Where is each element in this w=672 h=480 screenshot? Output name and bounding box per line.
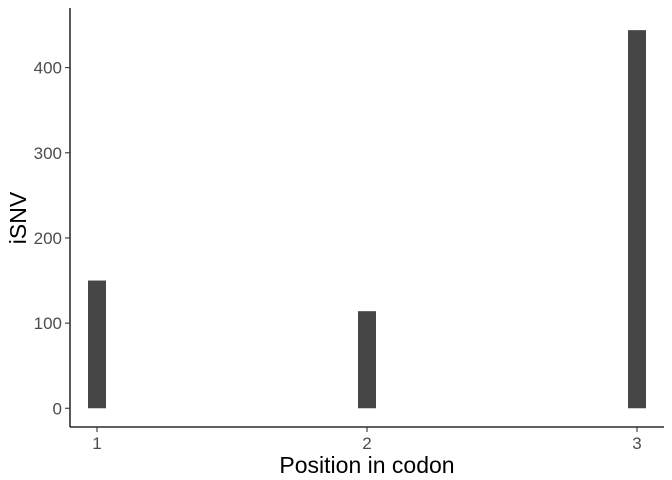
y-tick-label: 200 [34,229,62,248]
x-axis-title: Position in codon [279,452,454,478]
y-axis: 0 100 200 300 400 [34,8,71,427]
bar-3 [628,30,646,409]
bar-1 [88,280,106,409]
x-tick-label: 1 [92,434,101,453]
x-tick-label: 3 [632,434,641,453]
y-tick-label: 0 [53,399,62,418]
y-axis-title: iSNV [5,191,31,244]
x-axis: 1 2 3 [70,426,664,453]
bars-group [88,30,646,409]
x-tick-label: 2 [362,434,371,453]
y-ticks: 0 100 200 300 400 [34,59,70,418]
y-tick-label: 300 [34,144,62,163]
y-tick-label: 100 [34,314,62,333]
x-ticks: 1 2 3 [92,427,642,453]
bar-2 [358,311,376,409]
y-tick-label: 400 [34,59,62,78]
